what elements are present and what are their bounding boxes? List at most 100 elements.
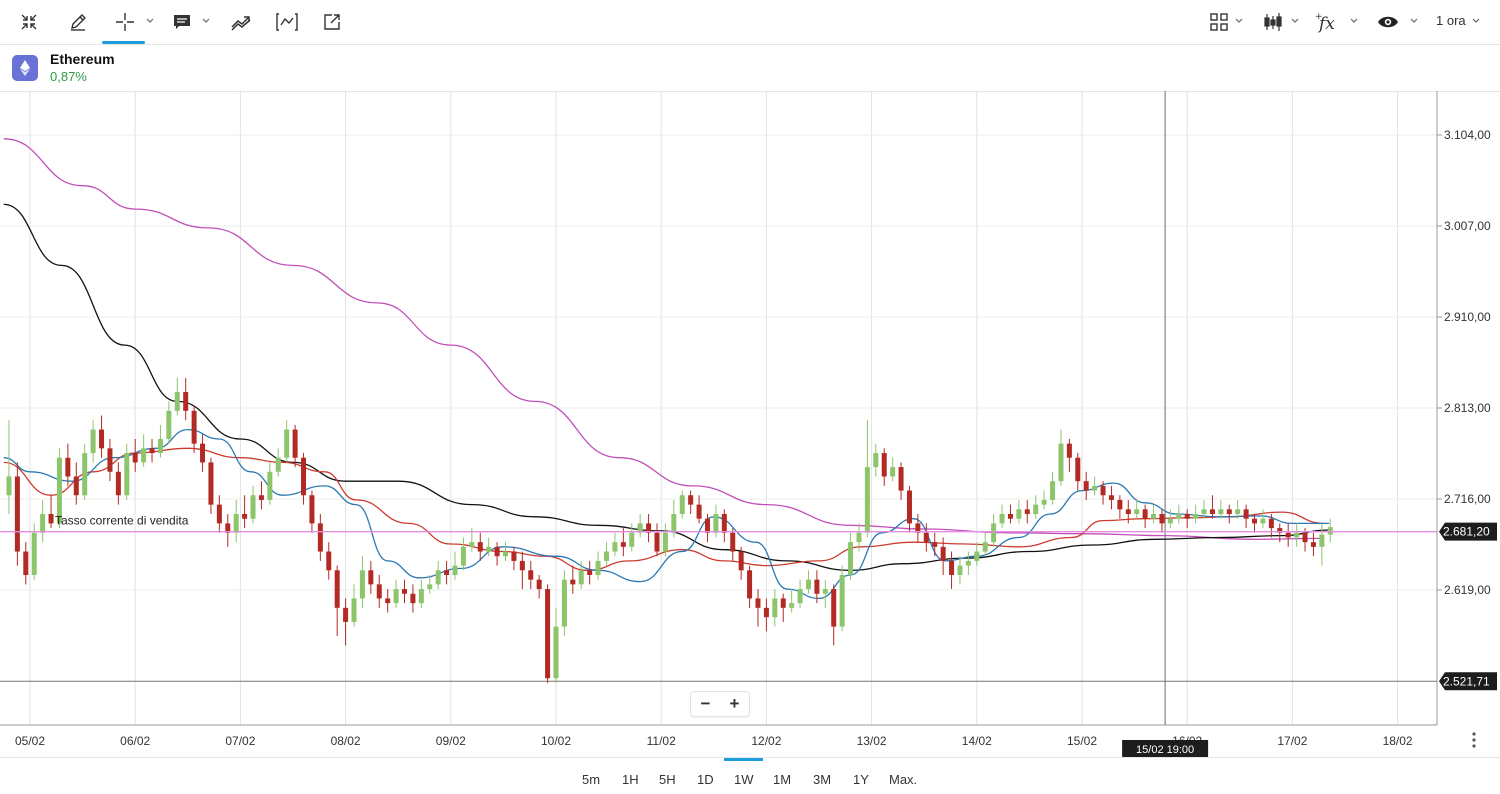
candle [40,499,46,543]
chevron-down-icon[interactable] [145,15,155,25]
candle-body [1176,514,1182,519]
candle-body [275,457,281,472]
candle [1235,499,1241,519]
pencil-icon[interactable] [62,6,94,38]
candle-body [738,551,744,571]
candle-body [1243,509,1249,519]
candle [713,504,719,538]
candle-body [839,574,845,627]
crosshair-icon[interactable] [110,6,140,38]
candle-body [309,495,315,524]
candle [115,462,121,505]
candle [14,462,20,566]
candle-body [292,429,298,458]
chevron-down-icon[interactable] [1349,15,1359,25]
y-tick-label: 2.910,00 [1444,310,1491,324]
candle-body [1041,499,1047,505]
range-1m[interactable]: 1M [773,772,792,787]
range-1w[interactable]: 1W [734,772,754,787]
candle-body [831,589,837,627]
trend-icon[interactable] [226,6,256,38]
range-5h[interactable]: 5H [659,772,676,787]
candle [267,462,273,505]
comment-icon[interactable] [168,6,196,38]
candle [418,579,424,608]
candle [553,607,559,683]
candle [957,556,963,585]
candle [343,598,349,646]
more-options-icon[interactable] [1468,730,1480,750]
range-max[interactable]: Max. [889,772,918,787]
range-1d[interactable]: 1D [697,772,714,787]
x-tick-label: 15/02 [1067,734,1097,748]
candle [688,490,694,515]
external-link-icon[interactable] [318,6,346,38]
candle-body [82,453,88,496]
chevron-down-icon[interactable] [1234,15,1244,25]
svg-text:+: + [1315,12,1323,22]
candle-body [242,514,248,519]
x-tick-label: 08/02 [331,734,361,748]
sell-rate-tag-bg [1439,522,1497,541]
candle-body [991,523,997,543]
candle-body [477,542,483,552]
sell-rate-label: Tasso corrente di vendita [55,514,189,528]
candle [704,514,710,543]
range-1y[interactable]: 1Y [853,772,869,787]
x-tick-label: 12/02 [751,734,781,748]
candles-icon[interactable] [1259,6,1287,38]
candle [654,523,660,557]
candle-body [679,495,685,515]
range-3m[interactable]: 3M [813,772,832,787]
candle [906,485,912,533]
zoom-in-button[interactable]: + [729,694,740,713]
candle-body [216,504,222,524]
candle-body [1117,499,1123,510]
range-1h[interactable]: 1H [622,772,639,787]
indicator-icon[interactable] [272,6,302,38]
fx-icon[interactable]: fx + [1312,6,1340,38]
candle-body [1050,481,1056,500]
candle [780,593,786,622]
candle-body [14,476,20,552]
candle [191,406,197,454]
x-tick-label: 14/02 [962,734,992,748]
candle-body [906,490,912,524]
zoom-out-button[interactable]: − [700,694,711,713]
chevron-down-icon[interactable] [1471,15,1481,25]
chevron-down-icon[interactable] [201,15,211,25]
chevron-down-icon[interactable] [1290,15,1300,25]
price-chart[interactable]: 05/02 06/02 07/02 08/02 09/02 10/02 11/02 12/02… [0,91,1500,757]
candle-body [1260,518,1266,524]
candle-body [1285,532,1291,538]
candle-body [174,392,180,411]
collapse-icon[interactable] [12,6,46,38]
candle-body [848,542,854,575]
candle-body [662,532,668,552]
x-tick-label: 07/02 [225,734,255,748]
candle-body [772,598,778,618]
candle [317,514,323,561]
candle [721,509,727,543]
candle [1167,509,1173,529]
candle [258,481,264,510]
chevron-down-icon[interactable] [1409,15,1419,25]
candle [1151,504,1157,524]
interval-selector[interactable]: 1 ora [1436,13,1466,28]
candle [848,532,854,580]
candle-body [1108,495,1114,500]
low-level-tag-text: 2.521,71 [1443,674,1490,688]
candle-body [1252,518,1258,524]
candle-body [940,546,946,561]
candle [1243,504,1249,529]
candle-body [629,532,635,547]
candle [233,499,239,543]
candle-body [688,495,694,505]
range-5m[interactable]: 5m [582,772,601,787]
eye-icon[interactable] [1374,6,1402,38]
candle [932,532,938,557]
layout-grid-icon[interactable] [1205,6,1233,38]
candle [1184,509,1190,529]
candle [275,448,281,477]
x-tick-label: 18/02 [1383,734,1413,748]
